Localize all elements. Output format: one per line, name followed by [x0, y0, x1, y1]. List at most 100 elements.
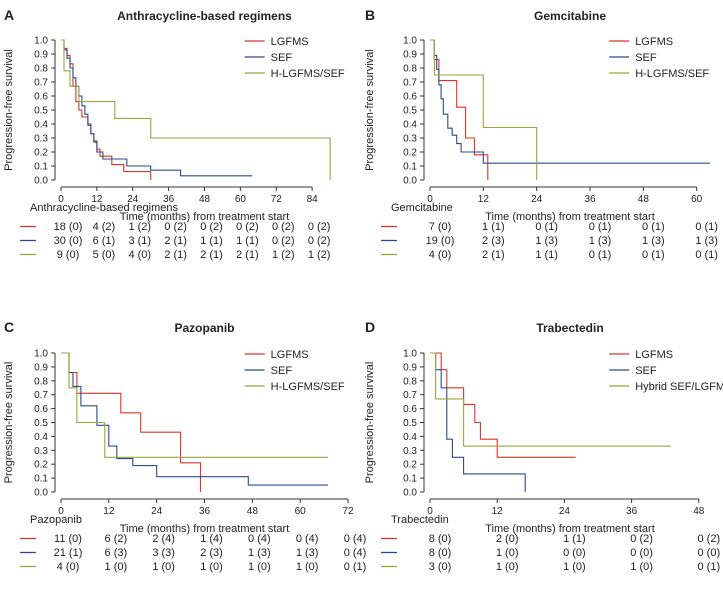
y-tick-label: 0.4	[34, 120, 48, 131]
panel-letter: B	[365, 7, 375, 23]
risk-value: 2 (1)	[482, 249, 505, 261]
legend-label: H-LGFMS/SEF	[635, 68, 709, 80]
risk-value: 1 (1)	[200, 235, 223, 247]
risk-value: 2 (1)	[236, 249, 259, 261]
series-line-sef	[61, 39, 253, 177]
y-tick-label: 0.3	[34, 446, 48, 457]
x-axis-label: Time (months) from treatment start	[120, 523, 290, 535]
x-tick-label: 84	[307, 194, 319, 205]
risk-value: 4 (2)	[93, 221, 116, 233]
risk-value: 6 (3)	[105, 547, 128, 559]
y-tick-label: 0.6	[34, 92, 48, 103]
risk-value: 3 (3)	[152, 547, 175, 559]
risk-value: 3 (0)	[429, 561, 452, 573]
series-line-sef	[430, 39, 710, 164]
risk-value: 0 (1)	[695, 221, 718, 233]
y-tick-label: 0.7	[34, 78, 48, 89]
x-tick-label: 36	[584, 194, 596, 205]
panel-B: B Gemcitabine 0.0 0.1 0.2 0.3 0.4 0.5 0.6 0.7 0.8 0…	[364, 7, 718, 261]
y-tick-label: 0.1	[34, 162, 48, 173]
x-axis-label: Time (months) from treatment start	[485, 523, 655, 535]
risk-value: 0 (2)	[200, 221, 223, 233]
y-tick-label: 0.8	[403, 376, 417, 387]
risk-value: 0 (1)	[589, 221, 612, 233]
legend-label: Hybrid SEF/LGFMS	[635, 381, 723, 393]
x-tick-label: 24	[559, 506, 571, 517]
x-axis-label: Time (months) from treatment start	[485, 211, 655, 223]
y-axis-label: Progression-free survival	[3, 49, 15, 171]
y-tick-label: 0.5	[34, 418, 48, 429]
x-tick-label: 36	[163, 194, 175, 205]
risk-value: 1 (1)	[535, 249, 558, 261]
risk-value: 1 (0)	[105, 561, 128, 573]
risk-table-title: Gemcitabine	[391, 202, 453, 214]
risk-value: 6 (1)	[93, 235, 116, 247]
y-tick-label: 1.0	[403, 36, 417, 47]
y-tick-label: 0.4	[34, 432, 48, 443]
x-tick-label: 0	[58, 194, 64, 205]
y-tick-label: 0.3	[403, 134, 417, 145]
risk-value: 1 (0)	[296, 561, 319, 573]
y-tick-label: 0.9	[403, 362, 417, 373]
series-line-sef	[61, 352, 329, 486]
y-tick-label: 0.2	[34, 148, 48, 159]
series-line-h-lgfms-sef	[61, 39, 331, 180]
risk-value: 1 (2)	[128, 221, 151, 233]
y-tick-label: 0.4	[403, 120, 417, 131]
risk-value: 1 (0)	[630, 561, 653, 573]
x-tick-label: 0	[427, 194, 433, 205]
risk-value: 7 (0)	[429, 221, 452, 233]
risk-value: 8 (0)	[429, 533, 452, 545]
y-tick-label: 0.2	[403, 460, 417, 471]
risk-value: 0 (0)	[630, 547, 653, 559]
legend-label: LGFMS	[271, 349, 309, 361]
y-tick-label: 0.1	[403, 162, 417, 173]
y-tick-label: 0.6	[403, 404, 417, 415]
y-tick-label: 0.9	[34, 50, 48, 61]
panel-C: C Pazopanib 0.0 0.1 0.2 0.3 0.4 0.5 0.6 0.7 0.8 0.9…	[3, 319, 366, 573]
risk-value: 1 (3)	[535, 235, 558, 247]
risk-value: 0 (1)	[695, 249, 718, 261]
legend-label: LGFMS	[635, 36, 673, 48]
y-tick-label: 1.0	[34, 349, 48, 360]
risk-value: 1 (0)	[152, 561, 175, 573]
x-tick-label: 48	[199, 194, 211, 205]
risk-value: 0 (2)	[630, 533, 653, 545]
y-tick-label: 0.7	[34, 390, 48, 401]
risk-value: 0 (1)	[535, 221, 558, 233]
risk-value: 11 (0)	[54, 533, 82, 545]
risk-value: 0 (2)	[236, 221, 259, 233]
x-tick-label: 36	[199, 506, 211, 517]
risk-value: 1 (2)	[308, 249, 331, 261]
risk-value: 0 (2)	[164, 221, 187, 233]
x-tick-label: 24	[531, 194, 543, 205]
chart-title: Gemcitabine	[534, 9, 606, 23]
risk-table-title: Pazopanib	[30, 514, 82, 526]
risk-value: 3 (1)	[128, 235, 151, 247]
y-tick-label: 0.2	[34, 460, 48, 471]
risk-value: 1 (3)	[296, 547, 319, 559]
risk-value: 2 (0)	[496, 533, 519, 545]
x-tick-label: 72	[271, 194, 283, 205]
y-tick-label: 0.0	[34, 176, 48, 187]
risk-value: 1 (2)	[272, 249, 295, 261]
chart-title: Trabectedin	[536, 321, 603, 335]
x-tick-label: 60	[295, 506, 307, 517]
legend-label: SEF	[635, 52, 657, 64]
legend-label: H-LGFMS/SEF	[271, 381, 345, 393]
y-tick-label: 0.0	[403, 488, 417, 499]
risk-value: 0 (1)	[642, 221, 665, 233]
risk-value: 0 (4)	[296, 533, 319, 545]
x-tick-label: 72	[342, 506, 354, 517]
y-tick-label: 0.0	[403, 176, 417, 187]
risk-value: 9 (0)	[57, 249, 80, 261]
risk-value: 30 (0)	[54, 235, 83, 247]
x-tick-label: 48	[247, 506, 259, 517]
risk-value: 1 (4)	[200, 533, 223, 545]
series-line-h-lgfms-sef	[61, 352, 329, 458]
y-tick-label: 0.6	[403, 92, 417, 103]
x-tick-label: 48	[638, 194, 650, 205]
panel-A: A Anthracycline-based regimens 0.0 0.1 0.2 0.…	[3, 7, 345, 261]
y-tick-label: 0.1	[34, 474, 48, 485]
risk-value: 21 (1)	[54, 547, 83, 559]
